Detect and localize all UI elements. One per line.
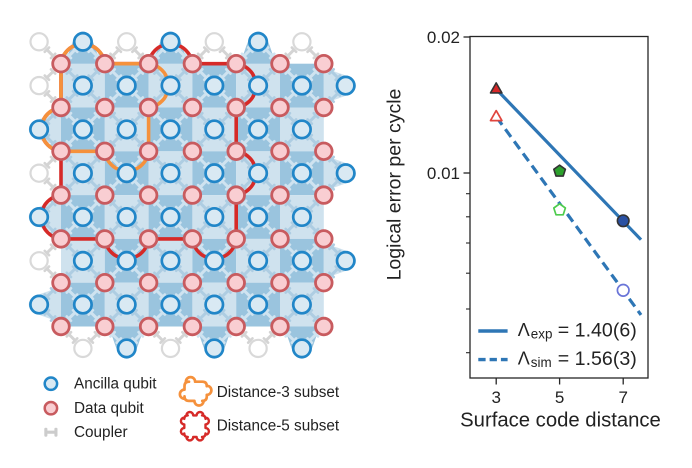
svg-text:Λexp= 1.40(6): Λexp = 1.40(6) [518,320,637,342]
svg-text:Logical error per cycle: Logical error per cycle [384,89,406,281]
svg-text:Surface code distance: Surface code distance [460,410,661,432]
svg-text:0.02: 0.02 [427,28,460,47]
svg-text:5: 5 [555,388,564,407]
svg-text:Ancilla qubit: Ancilla qubit [74,376,157,393]
svg-text:Distance-3 subset: Distance-3 subset [217,384,340,401]
svg-text:Distance-5 subset: Distance-5 subset [217,418,340,435]
svg-text:Coupler: Coupler [74,424,128,441]
svg-text:Λsim= 1.56(3): Λsim = 1.56(3) [518,348,637,370]
svg-text:7: 7 [618,388,627,407]
svg-text:3: 3 [491,388,500,407]
svg-text:0.01: 0.01 [427,164,460,183]
svg-text:Data qubit: Data qubit [74,400,144,417]
